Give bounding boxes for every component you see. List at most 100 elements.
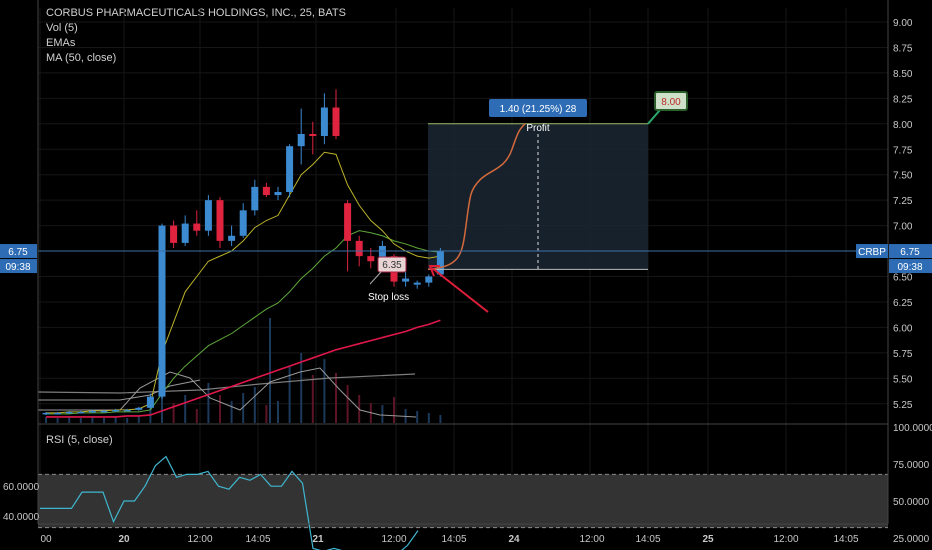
candle-body [367, 256, 375, 262]
volume-bar [253, 387, 256, 423]
left-price-badge [0, 244, 37, 259]
moving-averages [46, 151, 441, 418]
time-tick-label: 14:05 [635, 534, 660, 545]
candle-body [181, 223, 189, 243]
rsi-tick-label: 100.0000 [893, 423, 932, 434]
price-tick-label: 7.25 [893, 196, 913, 207]
rsi-left-tick-label: 60.0000 [3, 482, 40, 493]
price-tick-label: 6.25 [893, 298, 913, 309]
price-tick-label: 8.50 [893, 69, 913, 80]
volume-bar [393, 397, 395, 423]
candle-body [216, 200, 224, 241]
candle-body [135, 407, 143, 410]
candle-body [320, 107, 328, 137]
candle-body [204, 200, 212, 231]
legend-title: CORBUS PHARMACEUTICALS HOLDINGS, INC., 2… [46, 7, 346, 19]
candle-body [274, 192, 282, 196]
candle-body [193, 223, 201, 231]
rsi-tick-label: 50.0000 [893, 497, 930, 508]
candle-body [77, 411, 85, 414]
entry-tag [377, 256, 407, 273]
rsi-line [40, 455, 419, 550]
volume-bar [149, 405, 152, 423]
candle-body [332, 107, 340, 137]
candle-body [100, 410, 108, 413]
left-price-value: 6.75 [8, 247, 28, 258]
candle-body [88, 410, 96, 413]
right-time-badge [889, 259, 932, 274]
candle-body [436, 251, 444, 275]
time-tick-label: 20 [118, 534, 130, 545]
volume-lines [37, 367, 417, 418]
price-tick-label: 5.50 [893, 374, 913, 385]
volume-bar [207, 383, 210, 423]
rsi-pane [38, 455, 888, 550]
volume-bar [288, 367, 291, 423]
candle-body [297, 133, 305, 147]
time-tick-label: 12:00 [579, 534, 604, 545]
price-tick-label: 5.75 [893, 349, 913, 360]
rsi-tick-label: 25.0000 [893, 534, 930, 545]
volume-bar [242, 393, 245, 423]
entry-connector [369, 271, 382, 285]
volume-bar [172, 403, 175, 423]
price-tick-label: 8.25 [893, 94, 913, 105]
profit-label: Profit [526, 123, 550, 134]
volume-bar [56, 418, 59, 423]
candle-body [378, 245, 386, 262]
candle-body [309, 133, 317, 137]
annotations[interactable]: Profit 1.40 (21.25%) 28 8.00 6.35 Stop loss [38, 91, 888, 313]
candle-body [228, 235, 236, 241]
candle-body [402, 278, 410, 282]
rsi-legend: RSI (5, close) [46, 434, 113, 446]
symbol-text: CRBP [858, 247, 886, 258]
volume-bar [311, 375, 314, 423]
left-time-badge [0, 259, 37, 274]
arrow-shaft [431, 267, 489, 313]
time-tick-label: 14:05 [833, 534, 858, 545]
measure-badge-text: 1.40 (21.25%) 28 [500, 104, 577, 115]
price-tick-label: 6.50 [893, 273, 913, 284]
target-tag [654, 91, 688, 111]
volume-bar [137, 416, 140, 423]
volume-bar [114, 417, 117, 423]
stop-loss-label: Stop loss [368, 292, 409, 303]
time-tick-label: 14:05 [441, 534, 466, 545]
volume-bar [219, 395, 221, 423]
price-tick-label: 7.50 [893, 171, 913, 182]
rsi-tick-label: 75.0000 [893, 460, 930, 471]
candle-body [112, 409, 120, 412]
volume-bar [346, 385, 349, 423]
volume-bar [277, 401, 279, 423]
time-tick-label: 25 [702, 534, 714, 545]
volume-bar [323, 359, 326, 423]
chart-legend: CORBUS PHARMACEUTICALS HOLDINGS, INC., 2… [46, 6, 346, 66]
price-tick-label: 9.00 [893, 18, 913, 29]
volume-bar [91, 417, 94, 423]
legend-ma: MA (50, close) [46, 52, 117, 64]
volume-bar [381, 405, 384, 423]
time-tick-label: 24 [508, 534, 520, 545]
time-tick-label: 12:00 [773, 534, 798, 545]
time-tick-label: 21 [312, 534, 324, 545]
candle-body [146, 396, 154, 408]
volume-bar [230, 401, 233, 423]
candle-body [123, 409, 131, 412]
time-tick-label: 14:05 [245, 534, 270, 545]
volume-bar [265, 405, 268, 423]
candle-body [170, 225, 178, 243]
rsi-band [38, 474, 888, 528]
time-tick-label: 12:00 [187, 534, 212, 545]
volume-ma-line [37, 373, 416, 394]
volume-bar [427, 413, 430, 423]
price-tick-label: 5.25 [893, 400, 913, 411]
volume-bar [79, 418, 82, 423]
legend-emas: EMAs [46, 37, 76, 49]
target-connector [647, 109, 661, 125]
symbol-badge [856, 244, 888, 259]
time-tick-label: 12:00 [381, 534, 406, 545]
candle-body [413, 282, 421, 285]
right-price-badge [889, 244, 932, 259]
price-tick-label: 8.75 [893, 43, 913, 54]
